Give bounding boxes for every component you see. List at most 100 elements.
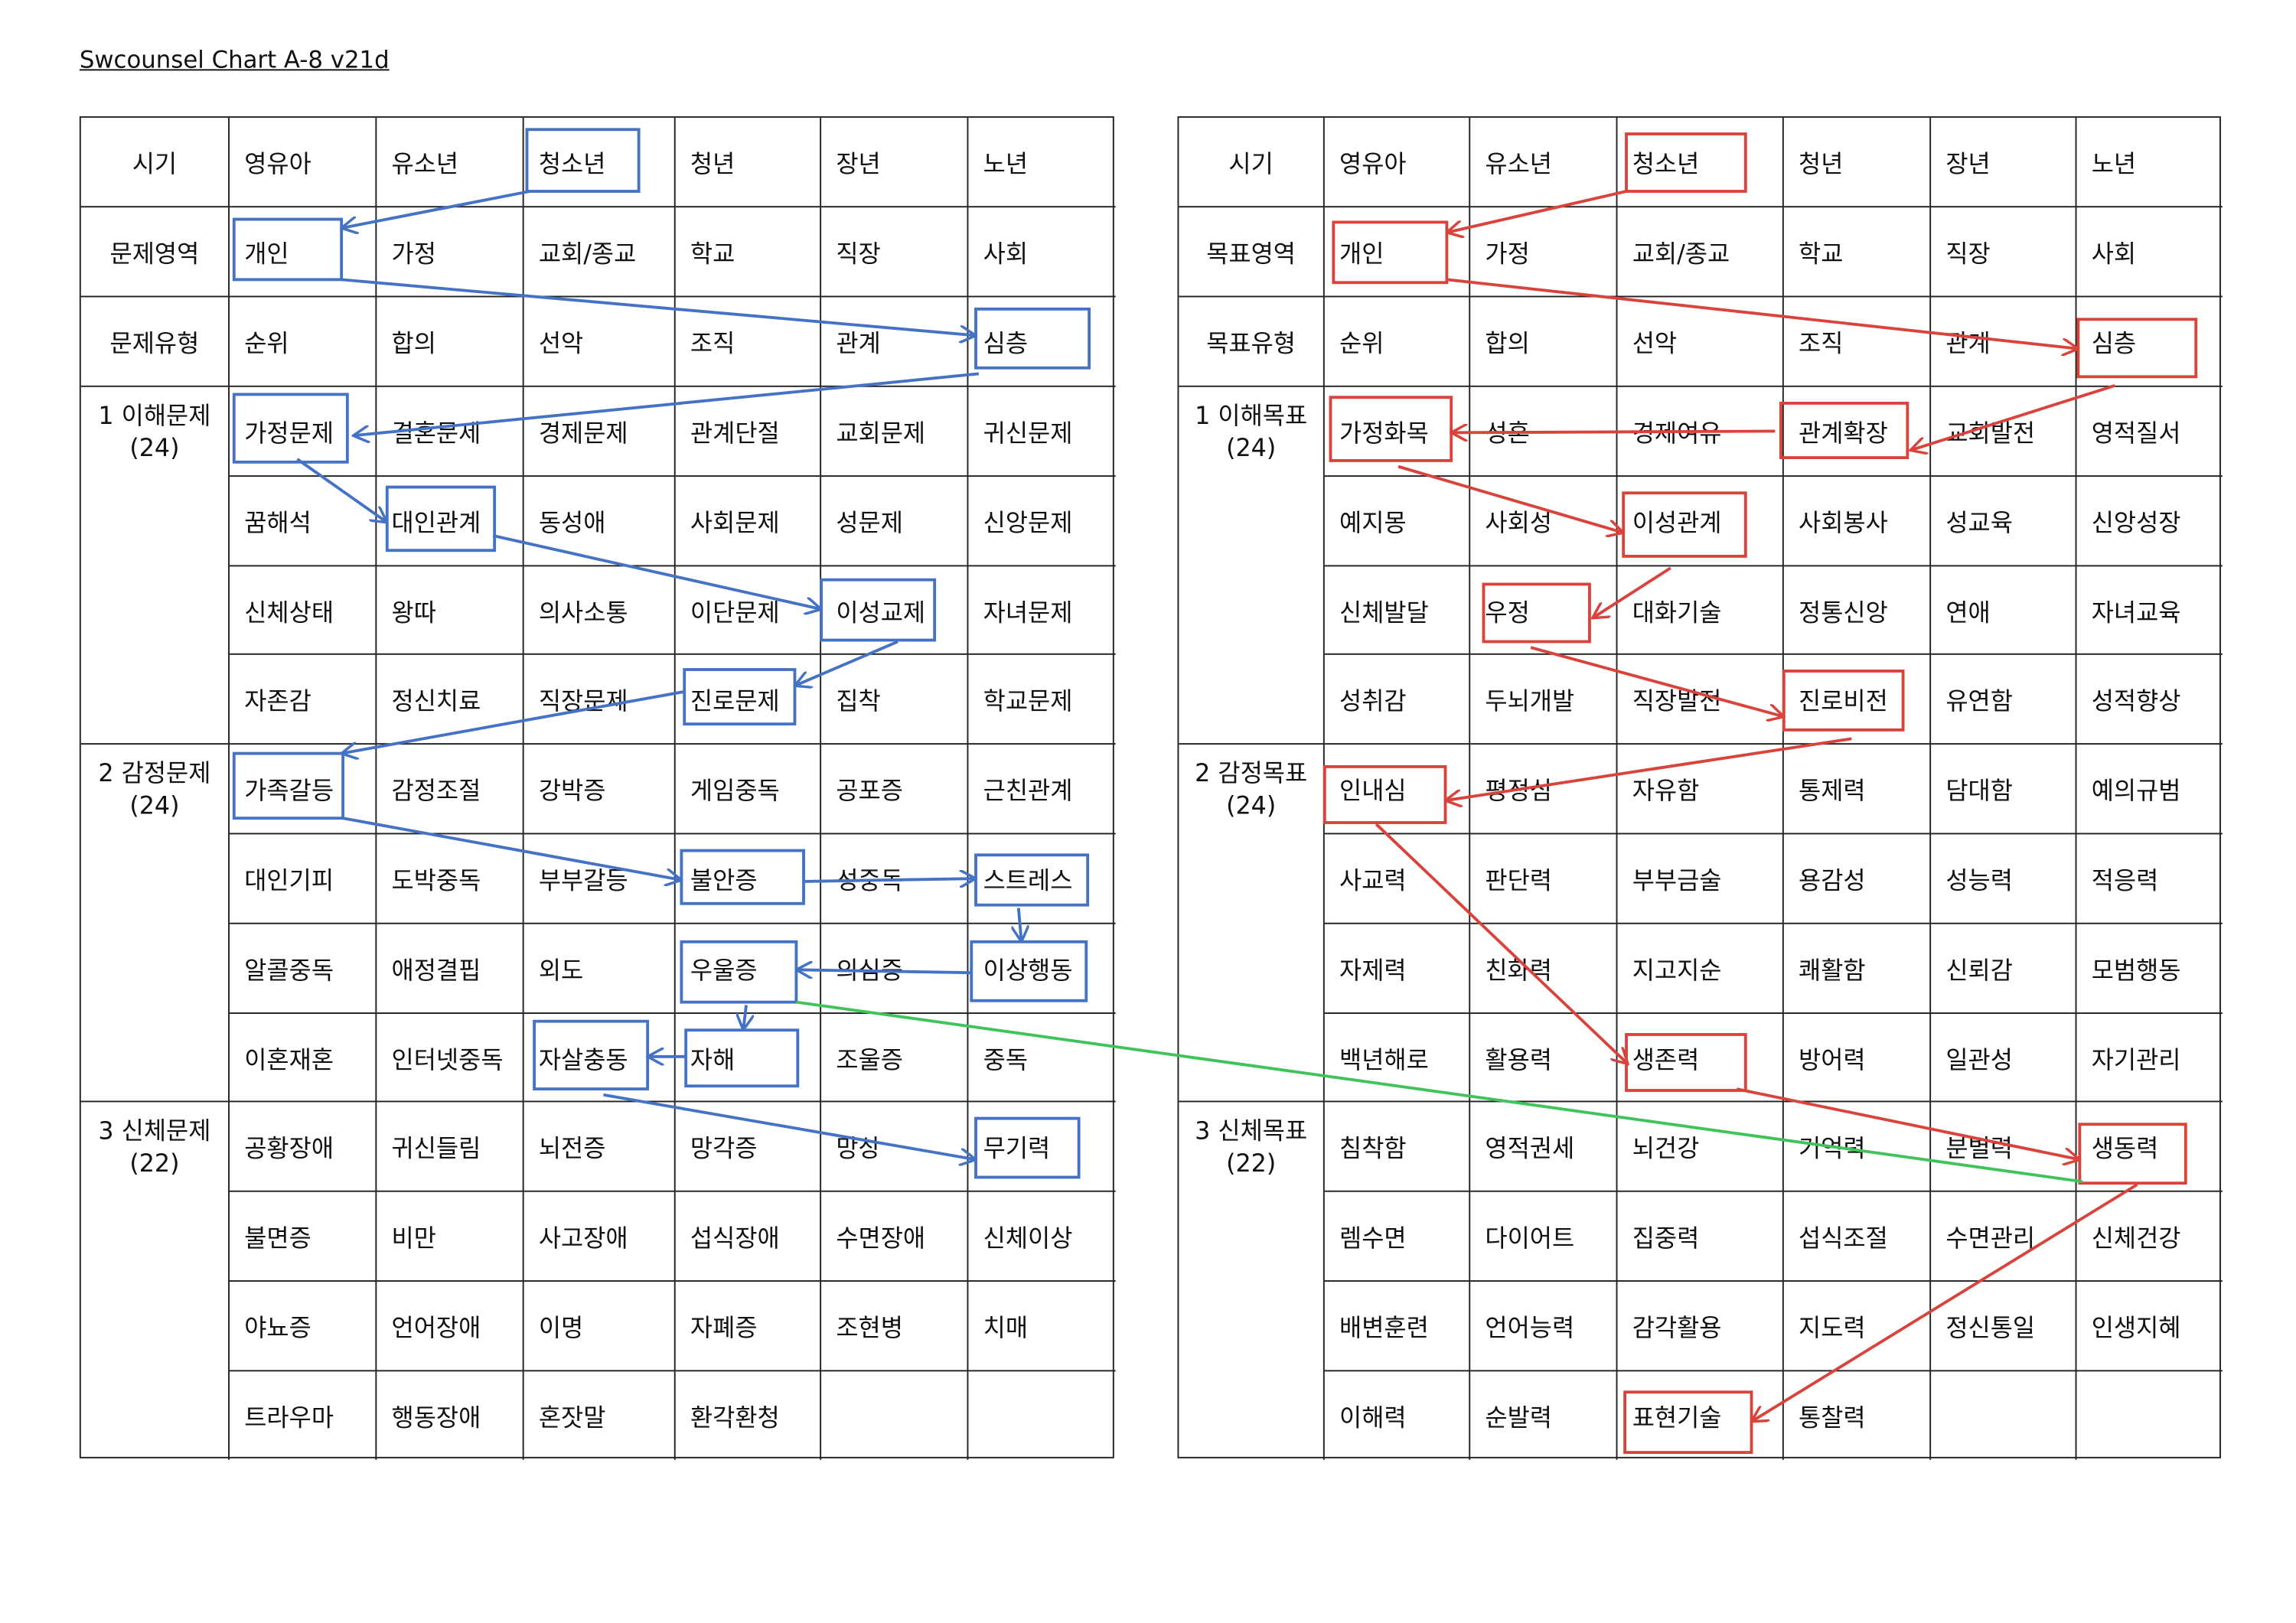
- item-cell: 강박증: [523, 745, 676, 835]
- item-cell: 무기력: [968, 1102, 1116, 1192]
- header-cell: 청소년: [1617, 117, 1784, 208]
- item-cell: 섭식조절: [1783, 1191, 1932, 1282]
- item-cell: 다이어트: [1470, 1191, 1618, 1282]
- type-cell: 순위: [1324, 297, 1471, 387]
- item-cell: 사교력: [1324, 834, 1471, 924]
- item-cell: 인생지혜: [2076, 1282, 2223, 1372]
- item-cell: 적응력: [2076, 834, 2223, 924]
- item-cell: 공포증: [821, 745, 969, 835]
- item-cell: 외도: [523, 924, 676, 1015]
- period-label: 시기: [80, 117, 230, 208]
- item-cell: 쾌활함: [1783, 924, 1932, 1015]
- item-cell: 지도력: [1783, 1282, 1932, 1372]
- item-cell: 자살충동: [523, 1014, 676, 1103]
- item-cell: 모범행동: [2076, 924, 2223, 1015]
- area-cell: 개인: [1324, 207, 1471, 298]
- area-cell: 직장: [1931, 207, 2077, 298]
- item-cell: 집착: [821, 654, 969, 745]
- type-cell: 순위: [230, 297, 377, 387]
- header-cell: 청년: [1783, 117, 1932, 208]
- item-cell: 관계확장: [1783, 386, 1932, 477]
- header-cell: 영유아: [230, 117, 377, 208]
- item-cell: 꿈해석: [230, 477, 377, 567]
- item-cell: 수면장애: [821, 1191, 969, 1282]
- item-cell: 자제력: [1324, 924, 1471, 1015]
- header-cell: 유소년: [377, 117, 524, 208]
- item-cell: 통찰력: [1784, 1371, 1932, 1460]
- group-label: 1 이해목표 (24): [1179, 386, 1325, 745]
- item-cell: 교회문제: [821, 386, 969, 477]
- item-cell: 동성애: [523, 477, 676, 567]
- group-name: 1 이해목표: [1195, 402, 1308, 430]
- item-cell: 성중독: [821, 834, 969, 924]
- item-cell: 정통신앙: [1783, 566, 1932, 655]
- type-cell: 합의: [377, 297, 524, 387]
- item-cell: 이명: [523, 1282, 676, 1372]
- item-cell: 신뢰감: [1931, 924, 2077, 1015]
- item-cell: 자녀문제: [968, 566, 1116, 655]
- item-cell: 배변훈련: [1324, 1282, 1471, 1372]
- item-cell: 성적향상: [2076, 655, 2223, 745]
- item-cell: 경제여유: [1617, 386, 1784, 477]
- item-cell: 사회성: [1470, 477, 1618, 567]
- item-cell: 의사소통: [523, 566, 676, 655]
- item-cell: 분별력: [1931, 1102, 2077, 1192]
- item-cell: 자폐증: [675, 1282, 822, 1372]
- item-cell: 부부금술: [1617, 834, 1784, 924]
- item-cell: 연애: [1931, 566, 2077, 655]
- item-cell: 사고장애: [523, 1191, 676, 1282]
- item-cell: 지고지순: [1617, 924, 1784, 1015]
- item-cell: 스트레스: [968, 834, 1116, 924]
- goal-table: 시기 영유아 유소년 청소년 청년 장년 노년 목표영역 개인 가정 교회/종교 학교 직장 사회 목표유형…: [1177, 116, 2223, 1460]
- item-cell: 자존감: [230, 654, 377, 745]
- item-cell: 이단문제: [675, 566, 822, 655]
- item-cell: 유연함: [1931, 654, 2077, 745]
- type-cell: 선악: [1617, 297, 1784, 387]
- item-cell: 대화기술: [1617, 566, 1784, 655]
- item-cell: 이상행동: [968, 924, 1116, 1015]
- item-cell: 가족갈등: [230, 745, 377, 835]
- item-cell: 생존력: [1617, 1014, 1784, 1103]
- document-title: Swcounsel Chart A-8 v21d: [79, 45, 390, 74]
- item-cell: 친화력: [1470, 924, 1618, 1015]
- item-cell: 이성관계: [1617, 477, 1784, 567]
- area-cell: 학교: [1783, 207, 1932, 298]
- item-cell: 트라우마: [230, 1371, 377, 1460]
- item-cell: [968, 1371, 1115, 1459]
- group-label: 1 이해문제 (24): [80, 386, 230, 745]
- item-cell: 조현병: [821, 1282, 969, 1372]
- item-cell: 신체이상: [968, 1192, 1116, 1282]
- header-cell: 청년: [675, 117, 822, 208]
- item-cell: 진로비전: [1783, 654, 1932, 745]
- item-cell: 활용력: [1470, 1014, 1618, 1103]
- type-cell: 심층: [968, 297, 1116, 387]
- header-cell: 유소년: [1470, 117, 1618, 208]
- item-cell: 직장발전: [1617, 654, 1784, 745]
- item-cell: 치매: [968, 1282, 1116, 1372]
- item-cell: 조울증: [821, 1014, 969, 1103]
- group-label: 3 신체문제 (22): [81, 1102, 230, 1460]
- header-cell: 청소년: [523, 117, 676, 208]
- item-cell: [821, 1371, 969, 1460]
- item-cell: 이혼재혼: [230, 1014, 377, 1103]
- item-cell: 불면증: [230, 1191, 377, 1282]
- item-cell: 비만: [377, 1191, 524, 1282]
- item-cell: 성취감: [1324, 654, 1471, 745]
- header-cell: 장년: [821, 117, 969, 208]
- group-name: 1 이해문제: [98, 402, 211, 430]
- item-cell: 도박중독: [377, 834, 524, 924]
- area-cell: 학교: [675, 207, 822, 298]
- item-cell: 학교문제: [968, 655, 1116, 745]
- item-cell: 예의규범: [2076, 745, 2223, 835]
- group-label: 2 감정목표 (24): [1179, 745, 1325, 1103]
- header-cell: 영유아: [1324, 117, 1471, 208]
- item-cell: 직장문제: [523, 654, 676, 745]
- group-count: (22): [129, 1149, 180, 1178]
- item-cell: 인터넷중독: [377, 1014, 524, 1103]
- group-name: 3 신체문제: [98, 1116, 211, 1146]
- item-cell: 담대함: [1931, 745, 2077, 835]
- item-cell: 대인관계: [377, 477, 524, 567]
- item-cell: 귀신들림: [377, 1102, 524, 1192]
- item-cell: 알콜중독: [230, 924, 377, 1015]
- group-count: (24): [129, 791, 180, 820]
